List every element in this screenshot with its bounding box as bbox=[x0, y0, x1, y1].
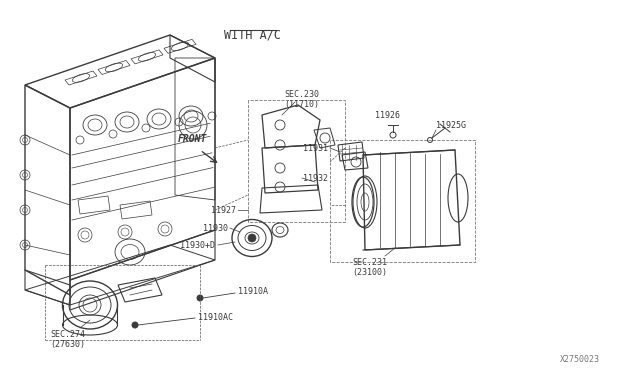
Text: 11926: 11926 bbox=[376, 111, 401, 120]
Text: SEC.274
(27630): SEC.274 (27630) bbox=[51, 330, 86, 349]
Circle shape bbox=[197, 295, 203, 301]
Text: 11932: 11932 bbox=[303, 173, 328, 183]
Text: 11930+D: 11930+D bbox=[180, 241, 215, 250]
Text: SEC.230
(11710): SEC.230 (11710) bbox=[285, 90, 319, 109]
Text: SEC.231
(23100): SEC.231 (23100) bbox=[353, 258, 387, 278]
Text: FRONT: FRONT bbox=[178, 134, 207, 144]
Circle shape bbox=[132, 322, 138, 328]
Circle shape bbox=[248, 234, 256, 242]
Text: X2750023: X2750023 bbox=[560, 356, 600, 365]
Text: 11910AC: 11910AC bbox=[198, 314, 233, 323]
Text: 11925G: 11925G bbox=[436, 121, 466, 129]
Text: 11930: 11930 bbox=[203, 224, 228, 232]
Text: 11910A: 11910A bbox=[238, 288, 268, 296]
Text: WITH A/C: WITH A/C bbox=[225, 28, 282, 41]
Text: 11931: 11931 bbox=[303, 144, 328, 153]
Text: 11927: 11927 bbox=[211, 205, 236, 215]
